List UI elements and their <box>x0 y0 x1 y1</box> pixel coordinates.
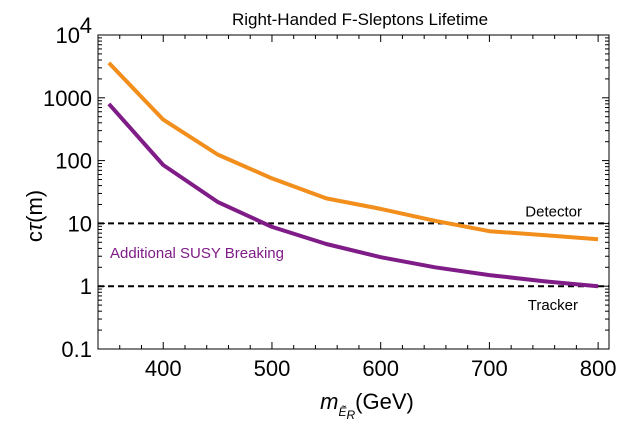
y-axis-label-c: c <box>22 231 47 242</box>
y-tick-label: 1000 <box>43 86 92 111</box>
series-annotation-label: Additional SUSY Breaking <box>110 245 284 262</box>
x-axis-label-sub-r: R <box>346 408 355 421</box>
y-tick-label-top-exp: 4 <box>80 13 92 38</box>
y-tick-label: 1 <box>80 274 92 299</box>
y-axis-label: cτ(m) <box>22 190 47 242</box>
annotations: Detector Tracker Additional SUSY Breaking <box>110 203 582 314</box>
tracker-label: Tracker <box>528 297 578 314</box>
reference-lines <box>98 222 609 288</box>
y-axis-label-unit: (m) <box>22 190 47 223</box>
x-axis-label: mẼR(GeV) <box>320 389 414 421</box>
x-tick-label: 500 <box>254 356 291 381</box>
series-line-2 <box>107 102 599 289</box>
x-axis-label-sub: Ẽ <box>338 405 347 419</box>
plot-frame-rect <box>97 34 610 350</box>
y-tick-label: 100 <box>55 149 92 174</box>
x-axis-label-m: m <box>320 389 338 414</box>
y-tick-label: 0.1 <box>61 337 92 362</box>
chart-title: Right-Handed F-Sleptons Lifetime <box>232 10 488 29</box>
plot-frame <box>97 34 610 350</box>
y-tick-label: 10 <box>68 211 92 236</box>
y-axis-label-tau: τ <box>22 221 47 231</box>
x-axis-label-unit: (GeV) <box>355 389 414 414</box>
x-tick-label: 700 <box>471 356 508 381</box>
series-line-1 <box>107 61 599 242</box>
x-tick-label: 600 <box>362 356 399 381</box>
y-tick-label-top: 10 <box>56 23 80 48</box>
x-tick-label: 800 <box>580 356 617 381</box>
detector-label: Detector <box>525 203 582 220</box>
x-tick-label: 400 <box>145 356 182 381</box>
series-lines <box>107 61 599 289</box>
